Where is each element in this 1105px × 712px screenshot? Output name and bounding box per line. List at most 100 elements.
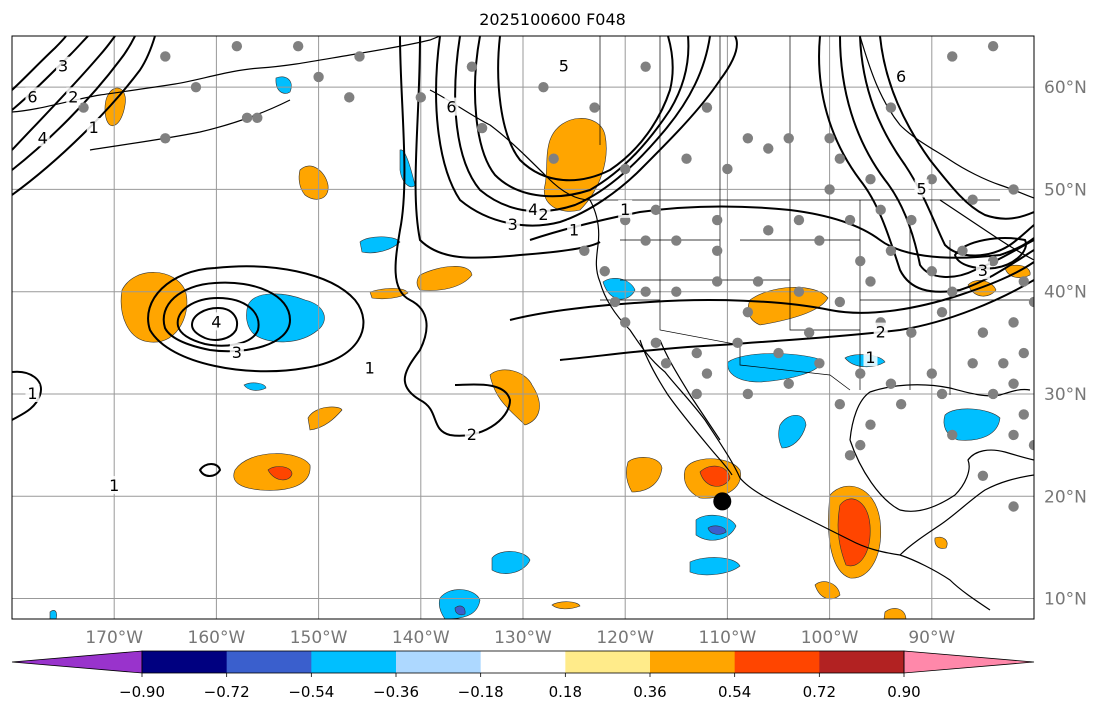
fill-region [49,610,57,619]
station-marker [599,266,610,277]
lat-tick-label: 10°N [1044,590,1087,610]
colorbar-extend-low [11,650,143,674]
station-marker [803,327,815,338]
contour-label: 1 [27,384,37,403]
station-marker [701,102,713,113]
colorbar-tick-label: 0.54 [718,683,751,701]
contour-label-bg [86,118,101,137]
contour-line [414,36,601,259]
contour-label: 2 [876,323,886,342]
fill-region [699,465,731,487]
station-marker [640,61,651,72]
station-marker [834,399,846,410]
contour-line [176,296,260,347]
contour-label: 3 [978,261,988,280]
fill-region [489,369,540,426]
fill-region [275,76,292,94]
station-marker [824,184,835,195]
lon-tick-label: 100°W [801,628,859,648]
station-marker [834,153,846,164]
station-marker [947,286,958,297]
colorbar-tick-label: 0.72 [803,683,836,701]
contour-label-bg [556,56,571,75]
contour-label-bg [505,215,520,234]
fill-region [359,236,401,254]
contour-label-bg [229,343,244,362]
colorbar-extend-high [903,650,1035,674]
graticule-grid [12,36,1034,619]
contour-label: 3 [508,215,518,234]
contour-line [12,36,67,91]
contour-label: 6 [446,98,456,117]
station-marker [650,204,662,216]
colorbar [11,650,1035,674]
contour-label-bg [444,97,459,116]
lon-tick-label: 130°W [494,628,552,648]
station-marker [967,194,978,205]
station-marker [711,276,723,287]
station-marker [824,133,835,144]
station-marker [926,173,937,185]
station-marker [711,214,723,226]
fill-region [267,466,293,481]
contour-label: 2 [68,87,78,106]
colorbar-segment [819,651,905,673]
contour-label: 2 [467,425,477,444]
border-line [659,36,791,200]
contour-label-bg [56,56,71,75]
station-marker [834,296,846,308]
station-marker [957,245,968,256]
station-marker [1018,347,1029,359]
station-marker [640,235,651,246]
fill-region [104,87,126,127]
station-marker [783,378,794,389]
lat-tick-label: 20°N [1044,487,1087,507]
station-marker [763,225,774,236]
contour-line [198,463,222,477]
lat-tick-labels: 10°N 20°N 30°N 40°N 50°N 60°N [1044,78,1087,609]
contour-label: 2 [538,205,548,224]
station-marker [977,327,989,338]
station-marker [906,214,917,226]
station-marker [1008,184,1019,195]
contour-line [12,36,116,151]
fill-region [491,551,531,574]
lon-tick-labels: 170°W 160°W 150°W 140°W 130°W 120°W 110°W 100°W… [85,628,955,648]
station-marker [793,286,805,297]
contour-label-bg [35,128,50,147]
fill-region [454,605,466,616]
station-marker [844,450,856,461]
contour-label-bg [107,476,122,495]
colorbar-segment [734,651,820,673]
contour-label-bg [464,424,479,443]
lon-tick-label: 170°W [85,628,143,648]
station-marker [998,358,1009,369]
station-marker [855,255,866,267]
fill-region [243,382,267,391]
colorbar-frame [141,650,905,674]
station-marker [1008,429,1019,441]
station-marker [589,102,600,113]
colorbar-tick-label: −0.54 [288,683,334,701]
station-marker [354,51,365,62]
station-marker [415,92,426,103]
fill-region [883,608,907,619]
contour-label: 1 [365,358,375,377]
chart-title: 2025100600 F048 [479,10,626,29]
colorbar-tick-label: −0.90 [119,683,165,701]
station-marker [967,358,978,369]
fill-region [778,414,807,449]
contour-label: 4 [211,312,221,331]
coastline [899,474,1034,556]
lon-tick-label: 150°W [290,628,348,648]
contour-line [953,237,1027,270]
lat-tick-label: 30°N [1044,385,1087,405]
station-marker [814,235,825,246]
station-marker [814,358,825,369]
station-marker [650,337,662,349]
contour-label-bg [567,220,582,239]
coastline [849,439,1034,512]
station-marker [906,327,917,338]
station-marker [936,388,948,400]
